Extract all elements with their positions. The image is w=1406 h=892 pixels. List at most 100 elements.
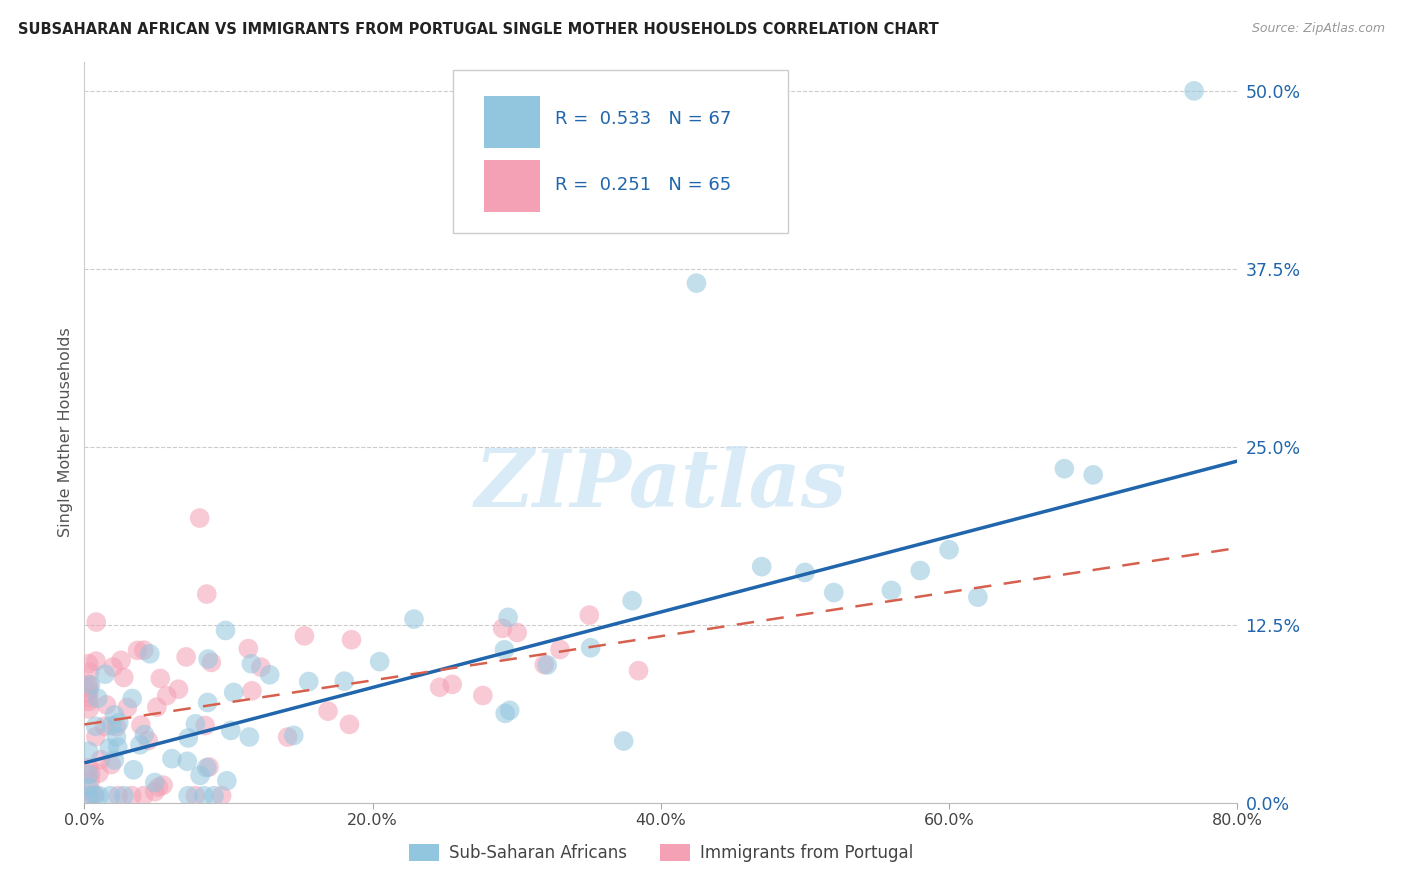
- Point: [84, 730, 107, 744]
- Text: SUBSAHARAN AFRICAN VS IMMIGRANTS FROM PORTUGAL SINGLE MOTHER HOUSEHOLDS CORRELAT: SUBSAHARAN AFRICAN VS IMMIGRANTS FROM PO…: [18, 22, 939, 37]
- Point: [139, 647, 162, 661]
- Point: [105, 720, 128, 734]
- Point: [1182, 84, 1205, 98]
- Point: [177, 731, 200, 745]
- Text: ZIPatlas: ZIPatlas: [475, 446, 846, 524]
- Point: [202, 789, 225, 803]
- Point: [214, 624, 236, 638]
- Point: [194, 718, 217, 732]
- Point: [222, 685, 245, 699]
- Point: [496, 610, 519, 624]
- Point: [87, 691, 110, 706]
- Point: [107, 789, 129, 803]
- Y-axis label: Single Mother Households: Single Mother Households: [58, 327, 73, 538]
- Point: [823, 585, 845, 599]
- Point: [533, 657, 555, 672]
- Point: [149, 672, 172, 686]
- Point: [910, 564, 932, 578]
- Point: [198, 760, 221, 774]
- Point: [122, 763, 145, 777]
- Point: [1083, 467, 1105, 482]
- Point: [77, 677, 100, 691]
- Point: [132, 789, 155, 803]
- Point: [156, 689, 179, 703]
- Point: [77, 657, 100, 671]
- Text: R =  0.251   N = 65: R = 0.251 N = 65: [555, 176, 731, 194]
- Point: [880, 583, 903, 598]
- Point: [195, 761, 218, 775]
- Point: [87, 789, 110, 803]
- Point: [188, 511, 211, 525]
- Point: [471, 689, 494, 703]
- Point: [94, 667, 117, 681]
- Point: [80, 789, 103, 803]
- Point: [250, 660, 273, 674]
- Point: [292, 629, 315, 643]
- Point: [148, 780, 170, 795]
- Point: [79, 774, 101, 789]
- Point: [506, 625, 529, 640]
- Point: [197, 696, 219, 710]
- Point: [240, 684, 263, 698]
- Point: [107, 740, 129, 755]
- Point: [83, 788, 105, 802]
- Point: [107, 715, 129, 730]
- Point: [90, 753, 112, 767]
- Point: [627, 664, 650, 678]
- Point: [112, 670, 135, 684]
- Point: [494, 706, 516, 721]
- Point: [77, 694, 100, 708]
- Point: [80, 766, 103, 780]
- Point: [298, 674, 321, 689]
- Point: [494, 643, 516, 657]
- Point: [211, 789, 233, 803]
- Point: [316, 704, 339, 718]
- Point: [77, 702, 100, 716]
- Point: [188, 768, 211, 782]
- Point: [117, 700, 139, 714]
- Point: [127, 643, 149, 657]
- Point: [240, 657, 263, 671]
- Point: [129, 718, 152, 732]
- Point: [174, 649, 197, 664]
- Point: [215, 773, 238, 788]
- Point: [77, 685, 100, 699]
- Point: [77, 761, 100, 775]
- Point: [441, 677, 464, 691]
- Point: [621, 593, 644, 607]
- Point: [429, 680, 451, 694]
- Point: [152, 778, 174, 792]
- Point: [938, 542, 960, 557]
- Point: [195, 587, 218, 601]
- Point: [368, 655, 391, 669]
- Point: [134, 728, 156, 742]
- Point: [143, 775, 166, 789]
- Point: [132, 643, 155, 657]
- Text: Source: ZipAtlas.com: Source: ZipAtlas.com: [1251, 22, 1385, 36]
- Point: [499, 703, 522, 717]
- Point: [93, 719, 115, 733]
- Point: [84, 615, 107, 629]
- Point: [77, 691, 100, 706]
- Point: [579, 640, 602, 655]
- Point: [100, 789, 122, 803]
- Point: [578, 608, 600, 623]
- Point: [200, 656, 222, 670]
- Point: [491, 621, 513, 635]
- Point: [613, 734, 636, 748]
- Point: [77, 789, 100, 803]
- Point: [333, 674, 356, 689]
- Point: [96, 698, 118, 712]
- FancyBboxPatch shape: [485, 161, 540, 212]
- Point: [138, 733, 160, 747]
- Point: [548, 642, 571, 657]
- Point: [160, 752, 183, 766]
- Point: [283, 728, 305, 742]
- Point: [87, 766, 110, 780]
- Point: [1053, 461, 1076, 475]
- Point: [177, 789, 200, 803]
- Text: R =  0.533   N = 67: R = 0.533 N = 67: [555, 111, 731, 128]
- Point: [146, 700, 169, 714]
- Point: [685, 276, 707, 290]
- Point: [402, 612, 425, 626]
